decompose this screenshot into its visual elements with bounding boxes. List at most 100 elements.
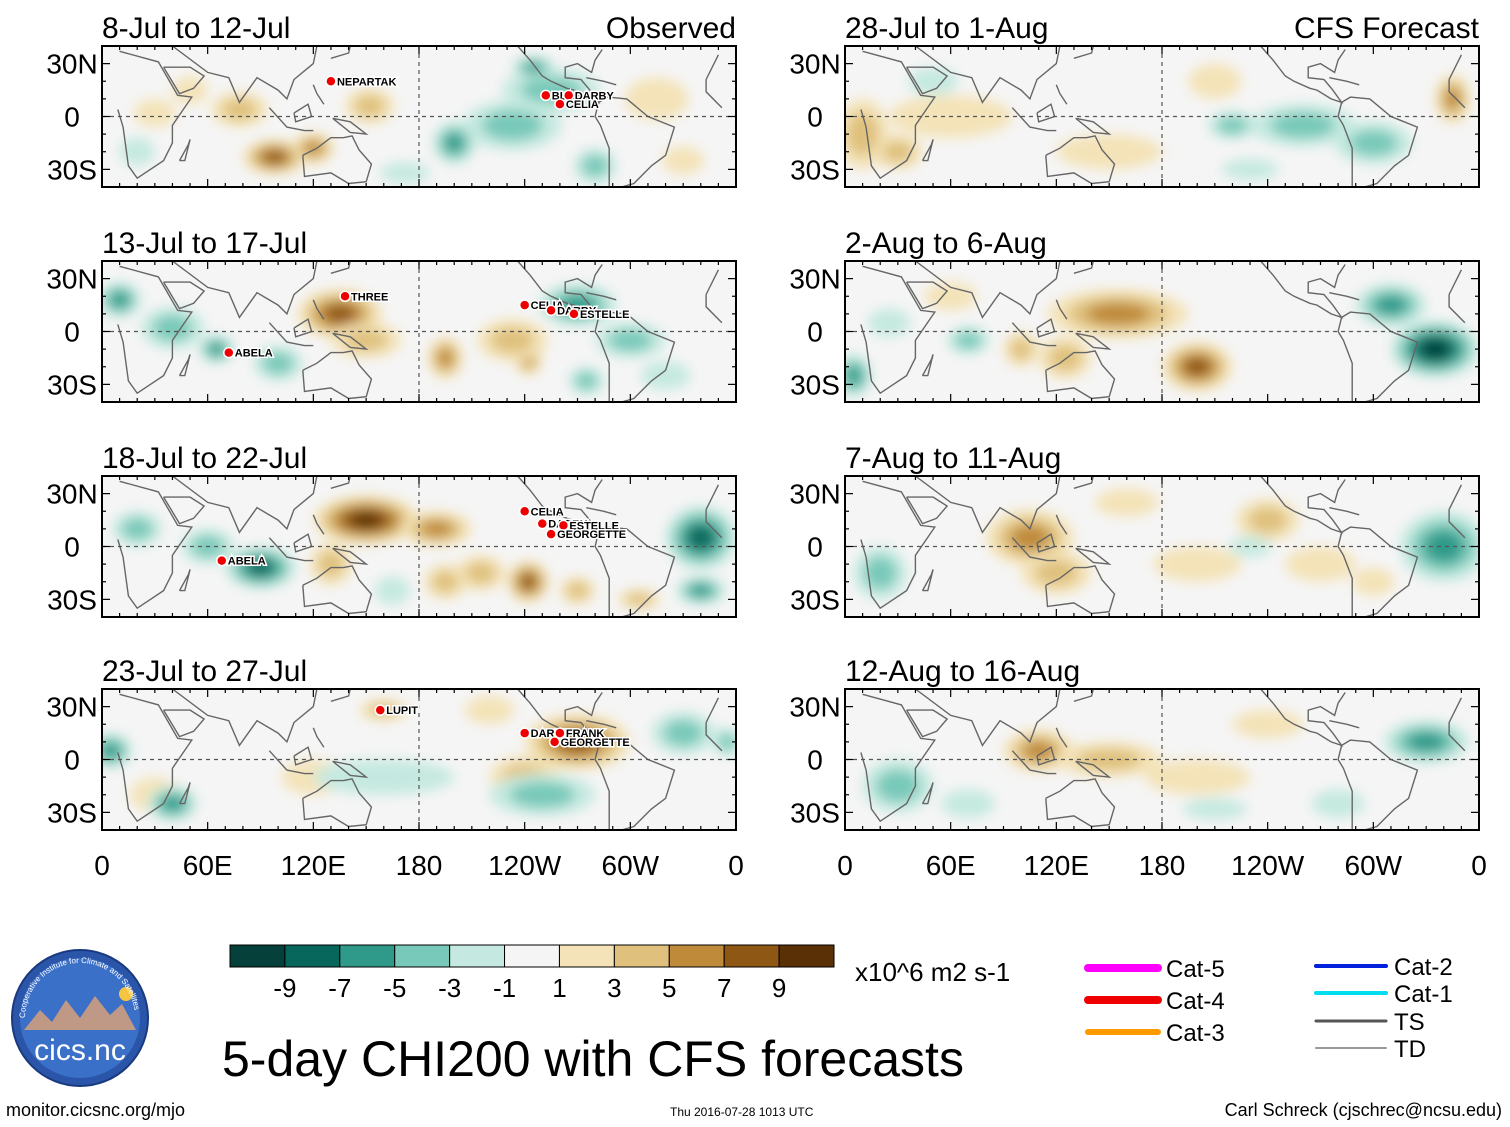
coastline [332,547,369,566]
coastline [845,476,1061,534]
storm-label: GEORGETTE [561,737,630,749]
anomaly-contour [566,581,589,600]
axes-layer: 0 60E 120E 180 120W 60W 0 0 60E 120E 180 120W 60W 0 [94,850,1487,881]
coastline [1011,107,1057,132]
anomaly-contour [625,77,689,121]
anomaly-contour [575,372,598,390]
colorbar-label: 3 [607,973,621,1003]
anomaly-contour [313,759,455,795]
coastline [117,480,723,610]
panel-cfs1: 30N 0 30S 28-Jul to 1-Aug CFS Forecast [789,12,1480,188]
y-tick-label: 0 [64,745,80,776]
coastline [1337,739,1419,830]
coastline [1337,311,1419,402]
y-tick-label: 0 [64,102,80,133]
storm-marker [536,517,549,530]
anomaly-contour [1183,798,1247,820]
coastline [1055,299,1068,320]
coastline [330,261,351,274]
colorbar-swatch [284,944,341,968]
coastline [905,709,949,738]
anomaly-contour [344,329,388,352]
anomaly-contour [325,305,355,323]
coastline [1337,526,1419,617]
colorbar-label: 1 [552,973,566,1003]
storm-marker [518,727,531,739]
coastline [517,476,603,534]
anomaly-contour [1221,158,1279,180]
coastline [302,565,373,615]
column-label: CFS Forecast [1294,12,1480,45]
coastline [268,537,314,562]
footer-url[interactable]: monitor.cicsnc.org/mjo [6,1100,186,1120]
colorbar-label: 5 [662,973,676,1003]
coastline [586,507,617,516]
x-tick-label: 0 [1471,850,1487,881]
coastline [302,778,373,828]
x-tick-label: 0 [94,850,110,881]
x-tick-label: 120W [1231,850,1305,881]
coastline [178,139,191,162]
coastline [162,496,206,525]
panel-cfs4: 30N 0 30S 12-Aug to 16-Aug [789,655,1480,831]
anomaly-contour [1056,134,1162,170]
x-tick-label: 60E [926,850,976,881]
legend-label: TS [1394,1009,1425,1036]
y-tick-label: 30N [789,479,840,510]
anomaly-contour [432,570,459,593]
colorbar-swatch [339,944,396,968]
coastline [860,265,1466,395]
anomaly-contour [640,361,691,390]
anomaly-contour [161,795,184,812]
coastline [906,66,949,95]
y-tick-label: 30S [790,154,840,185]
anomaly-contour [263,150,286,164]
anomaly-contour [374,576,411,605]
panel-period-title: 12-Aug to 16-Aug [845,655,1080,688]
coastline [1055,84,1068,105]
coastline [1329,292,1360,301]
anomaly-contour [582,155,609,177]
anomaly-contour [354,95,385,117]
coastline [921,782,934,805]
logo-text: cics.nc [34,1034,126,1067]
footer-timestamp: Thu 2016-07-28 1013 UTC [670,1105,814,1119]
x-tick-label: 0 [837,850,853,881]
storm-label: GEORGETTE [557,529,626,541]
anomaly-contour [1188,63,1242,99]
x-tick-label: 0 [728,850,744,881]
coastline [921,569,934,592]
y-tick-label: 0 [807,102,823,133]
storm-marker [548,736,561,748]
coastline [330,46,351,59]
coastline [178,782,191,805]
coastline [163,66,206,95]
coastline [1075,547,1112,566]
anomaly-contour [152,314,192,341]
anomaly-contour [102,742,121,759]
legend-label: Cat-1 [1394,981,1453,1008]
y-tick-label: 30N [789,264,840,295]
colorbar-label: -1 [493,973,516,1003]
coastline [845,261,1061,319]
coastline [312,84,325,105]
coastline [332,332,369,351]
anomaly-contour [876,769,920,803]
coastline [845,689,1061,747]
footer-author: Carl Schreck (cjschrec@ncsu.edu) [1224,1100,1502,1120]
coastline [332,117,369,136]
coastline [330,689,351,702]
anomaly-contour [1352,567,1395,596]
coastline [1329,507,1360,516]
colorbar-swatch [394,944,451,968]
colorbar-swatch [778,944,835,968]
storm-label: NEPARTAK [337,76,397,88]
coastline [586,720,617,729]
coastline [860,480,1466,610]
y-tick-label: 30N [789,49,840,80]
panel-obs3: CELIADARBYESTELLEGEORGETTEABELA30N030S18… [46,442,737,618]
anomaly-contour [317,551,344,578]
panel-period-title: 7-Aug to 11-Aug [845,442,1061,475]
anomaly-contour [1270,112,1336,139]
storm-marker [325,75,337,87]
